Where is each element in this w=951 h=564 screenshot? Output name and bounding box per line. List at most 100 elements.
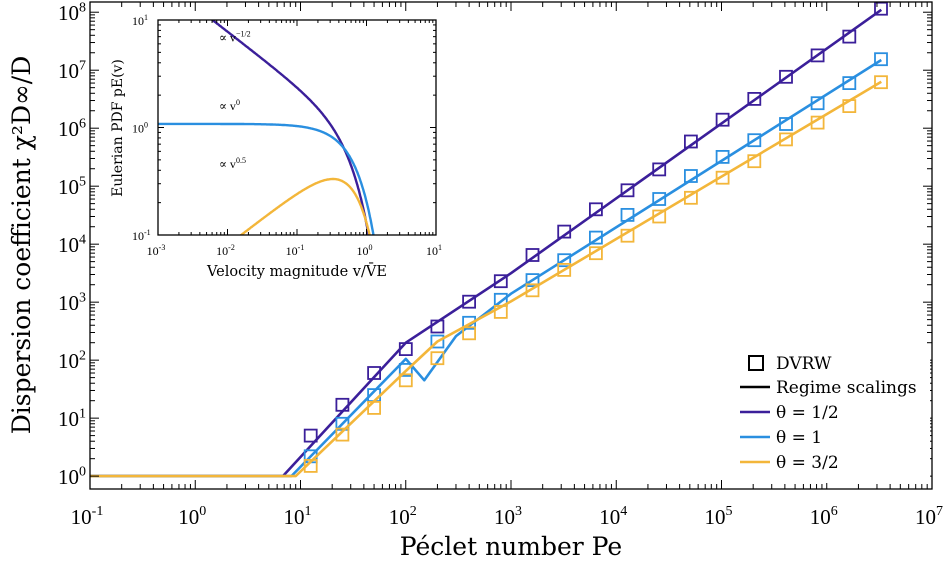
inset-axes: 10-3 10-2 10-1 100 101 10-1 100 101: [132, 13, 442, 258]
dvrw-marker-s2-4: [430, 351, 445, 366]
dvrw-marker-s2-10: [620, 228, 635, 243]
dvrw-marker-s0-6: [493, 274, 508, 289]
dvrw-marker-s0-3: [398, 342, 413, 357]
dvrw-marker-s2-2: [367, 400, 382, 415]
inset-curve-theta-0: [210, 20, 370, 235]
dvrw-marker-s0-13: [715, 112, 730, 127]
y-tick-label: 108: [58, 0, 86, 25]
legend-label-theta-half: θ = 1/2: [776, 403, 839, 423]
dvrw-marker-s2-17: [842, 99, 857, 113]
inset-x-tick-label: 10-1: [286, 243, 305, 258]
inset-chart: 10-3 10-2 10-1 100 101 10-1 100 101 ∝ v−1/2 ∝ v0…: [110, 13, 442, 280]
legend-label-dvrw: DVRW: [776, 354, 832, 374]
dvrw-marker-s0-15: [779, 69, 793, 84]
dvrw-marker-s0-0: [303, 428, 318, 443]
inset-y-tick-label: 10-1: [132, 228, 151, 243]
dvrw-marker-s0-1: [335, 397, 350, 412]
dvrw-marker-s0-12: [684, 134, 698, 149]
dvrw-marker-s0-10: [620, 183, 635, 198]
dvrw-marker-s0-14: [747, 92, 762, 106]
dvrw-marker-s2-5: [462, 326, 477, 341]
inset-curve-theta-1: [158, 122, 375, 235]
y-tick-label: 105: [58, 174, 86, 199]
dvrw-marker-s1-4: [430, 334, 445, 349]
y-tick-label: 107: [58, 58, 86, 83]
x-axis-title: Péclet number Pe: [400, 532, 622, 561]
dvrw-marker-s0-2: [367, 366, 382, 380]
dvrw-marker-s2-1: [335, 427, 350, 442]
x-tick-label: 101: [284, 504, 312, 529]
dvrw-marker-s1-16: [810, 96, 825, 111]
inset-x-tick-label: 101: [426, 243, 442, 258]
inset-x-tick-label: 10-3: [147, 243, 166, 258]
x-tick-label: 103: [494, 504, 522, 529]
x-tick-label: 10-1: [71, 504, 104, 529]
dvrw-marker-s1-17: [842, 76, 857, 90]
dvrw-marker-s1-3: [398, 362, 413, 377]
x-tick-label: 102: [389, 504, 417, 529]
series-line-theta-2: [90, 80, 882, 478]
dvrw-marker-s2-3: [398, 373, 413, 388]
dvrw-marker-s1-7: [525, 273, 540, 288]
inset-series-layer: [158, 20, 375, 235]
y-tick-label: 101: [58, 406, 86, 431]
inset-scaling-annotation: ∝ v−1/2: [219, 30, 251, 45]
dvrw-marker-s0-17: [842, 29, 857, 44]
dvrw-marker-s1-10: [620, 207, 635, 222]
dvrw-marker-s0-7: [525, 248, 540, 262]
dvrw-marker-s1-13: [715, 149, 730, 164]
dvrw-marker-s2-14: [747, 154, 762, 169]
dvrw-marker-s2-7: [525, 283, 540, 298]
y-tick-label: 104: [58, 232, 86, 257]
dvrw-marker-s2-15: [779, 132, 793, 147]
dvrw-marker-s1-8: [557, 253, 572, 268]
inset-x-tick-label: 10-2: [216, 243, 235, 258]
inset-scaling-annotation: ∝ v0.5: [219, 156, 246, 171]
dvrw-marker-s1-12: [684, 169, 698, 183]
inset-y-tick-label: 100: [132, 120, 148, 135]
dvrw-marker-s0-11: [652, 162, 667, 177]
legend-label-theta-one: θ = 1: [776, 428, 822, 448]
inset-y-tick-label: 101: [132, 13, 148, 28]
dvrw-marker-s2-6: [493, 304, 508, 319]
inset-annotations: ∝ v−1/2 ∝ v0 ∝ v0.5: [219, 30, 251, 171]
dvrw-marker-s1-15: [779, 117, 793, 131]
inset-scaling-annotation: ∝ v0: [219, 98, 240, 113]
inset-background: [158, 20, 436, 235]
dvrw-marker-s2-9: [589, 246, 603, 261]
dvrw-marker-s0-9: [589, 202, 603, 217]
inset-y-axis-title: Eulerian PDF pE(v): [110, 59, 126, 197]
dvrw-marker-s2-12: [684, 190, 698, 205]
dvrw-marker-s0-4: [430, 319, 445, 334]
dvrw-marker-s2-13: [715, 170, 730, 185]
x-tick-label: 100: [178, 504, 206, 529]
x-tick-label: 104: [599, 504, 627, 529]
dvrw-marker-s0-5: [462, 294, 477, 309]
dvrw-marker-s1-5: [462, 315, 477, 330]
dvrw-marker-s1-11: [652, 192, 667, 206]
y-tick-label: 103: [58, 290, 86, 315]
dvrw-marker-s2-11: [652, 209, 667, 224]
dvrw-marker-s0-8: [557, 224, 572, 239]
x-tick-label: 107: [915, 504, 943, 529]
dvrw-marker-s0-18: [874, 1, 888, 16]
inset-x-tick-label: 100: [357, 243, 373, 258]
y-axis-title: Dispersion coefficient χ²D∞/D: [7, 56, 36, 435]
dvrw-marker-s2-16: [810, 115, 825, 130]
y-tick-label: 100: [58, 464, 86, 489]
x-tick-label: 105: [705, 504, 733, 529]
dvrw-marker-s1-9: [589, 230, 603, 245]
x-tick-label: 106: [810, 504, 838, 529]
inset-x-axis-title: Velocity magnitude v/V̄E: [206, 262, 387, 280]
y-tick-label: 102: [58, 348, 86, 373]
legend-label-theta-three-halves: θ = 3/2: [776, 453, 839, 473]
y-tick-label: 106: [58, 116, 86, 141]
dvrw-marker-s2-0: [303, 458, 318, 473]
dvrw-marker-s0-16: [810, 48, 825, 63]
dvrw-marker-s2-18: [874, 75, 888, 90]
dvrw-marker-s2-8: [557, 262, 572, 277]
inset-curve-theta-2: [239, 177, 371, 235]
legend: DVRW Regime scalings θ = 1/2 θ = 1 θ = 3…: [734, 351, 930, 483]
dvrw-marker-s1-18: [874, 52, 888, 67]
